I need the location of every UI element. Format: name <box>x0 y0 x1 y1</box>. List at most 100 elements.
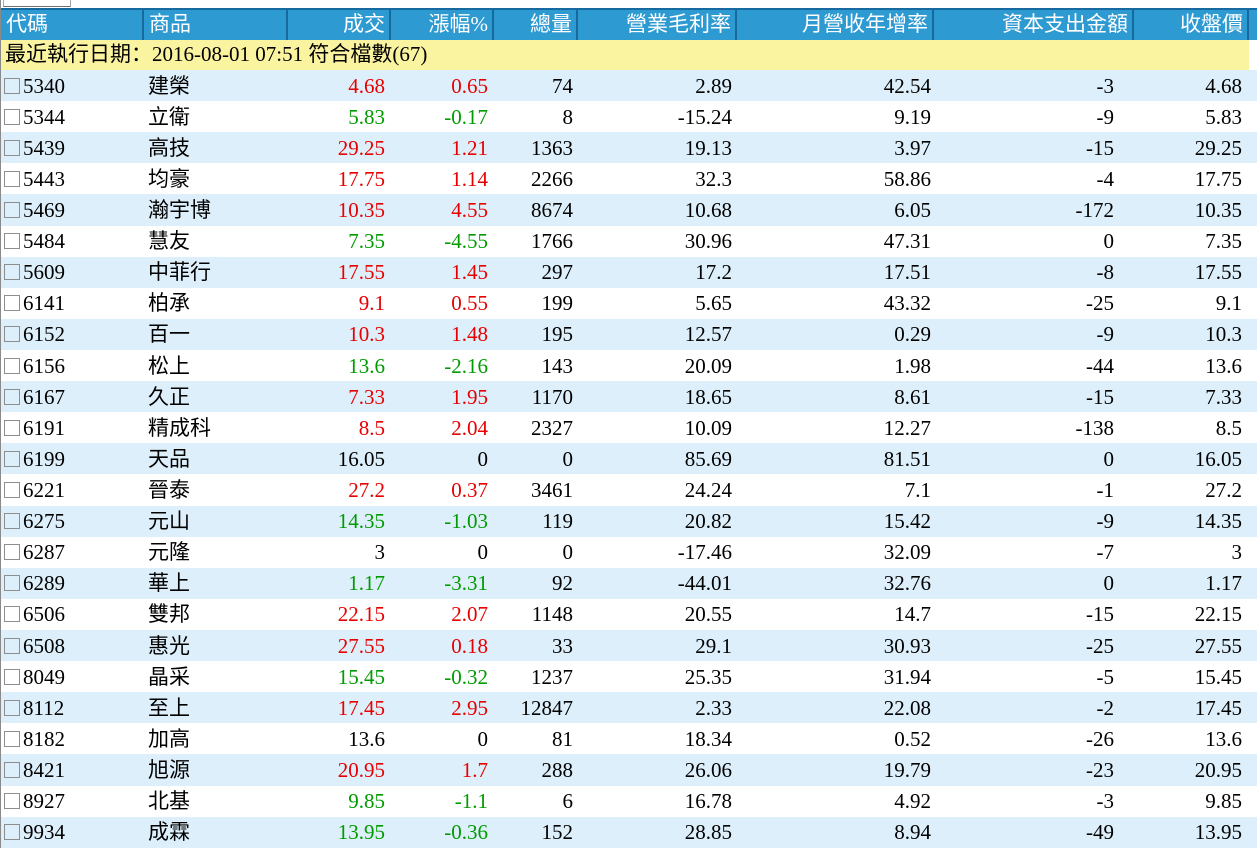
cell-close: 27.55 <box>1194 633 1242 658</box>
cell-revenue_yoy: 6.05 <box>894 197 931 222</box>
table-row[interactable]: 6199 天品 16.05 0 0 85.69 81.51 0 16.05 <box>1 443 1257 475</box>
table-row[interactable]: 6287 元隆 3 0 0 -17.46 32.09 -7 3 <box>1 536 1257 568</box>
table-row[interactable]: 6167 久正 7.33 1.95 1170 18.65 8.61 -15 7.33 <box>1 381 1257 413</box>
table-row[interactable]: 8421 旭源 20.95 1.7 288 26.06 19.79 -23 20.95 <box>1 754 1257 786</box>
cell-capex: -138 <box>1075 415 1115 440</box>
table-row[interactable]: 5443 均豪 17.75 1.14 2266 32.3 58.86 -4 17.75 <box>1 163 1257 195</box>
row-checkbox[interactable] <box>4 699 20 716</box>
cell-price: 8.5 <box>358 415 385 440</box>
cell-capex: -15 <box>1086 135 1114 160</box>
cell-name: 華上 <box>148 571 190 596</box>
cell-name: 慧友 <box>148 229 190 254</box>
table-row[interactable]: 6506 雙邦 22.15 2.07 1148 20.55 14.7 -15 22.15 <box>1 598 1257 630</box>
header-cell-name[interactable]: 商品 <box>144 10 288 40</box>
header-cell-volume[interactable]: 總量 <box>494 10 578 40</box>
row-checkbox[interactable] <box>4 481 20 498</box>
cell-name: 久正 <box>148 384 190 409</box>
row-checkbox[interactable] <box>4 388 20 405</box>
header-cell-capex[interactable]: 資本支出金額 <box>934 10 1134 40</box>
row-checkbox[interactable] <box>4 233 20 250</box>
header-cell-code[interactable]: 代碼 <box>1 10 144 40</box>
table-row[interactable]: 5344 立衛 5.83 -0.17 8 -15.24 9.19 -9 5.83 <box>1 101 1257 133</box>
cell-price: 29.25 <box>337 135 385 160</box>
row-checkbox[interactable] <box>4 170 20 187</box>
cell-price: 4.68 <box>348 73 385 98</box>
table-row[interactable]: 8049 晶采 15.45 -0.32 1237 25.35 31.94 -5 15.45 <box>1 661 1257 693</box>
cell-change: -3.31 <box>444 571 488 596</box>
execution-status-text: 最近執行日期：2016-08-01 07:51 符合檔數(67) <box>5 42 428 66</box>
table-row[interactable]: 6221 晉泰 27.2 0.37 3461 24.24 7.1 -1 27.2 <box>1 474 1257 506</box>
cell-name: 均豪 <box>148 166 190 191</box>
cell-price: 17.55 <box>337 260 385 285</box>
cell-code: 6199 <box>1 444 144 474</box>
header-cell-revenue_yoy[interactable]: 月營收年增率 <box>737 10 934 40</box>
stock-code: 8927 <box>23 789 65 814</box>
header-cell-price[interactable]: 成交 <box>288 10 391 40</box>
cell-price: 16.05 <box>337 446 385 471</box>
table-row[interactable]: 8927 北基 9.85 -1.1 6 16.78 4.92 -3 9.85 <box>1 785 1257 817</box>
cell-price: 27.2 <box>348 477 385 502</box>
table-row[interactable]: 6152 百一 10.3 1.48 195 12.57 0.29 -9 10.3 <box>1 318 1257 350</box>
row-checkbox[interactable] <box>4 108 20 125</box>
row-checkbox[interactable] <box>4 761 20 778</box>
cell-gross_margin: -44.01 <box>677 571 732 596</box>
cell-close: 4.68 <box>1205 73 1242 98</box>
cell-price: 9.1 <box>358 291 385 316</box>
cell-volume: 2266 <box>531 166 573 191</box>
cell-change: 4.55 <box>451 197 488 222</box>
table-row[interactable]: 6508 惠光 27.55 0.18 33 29.1 30.93 -25 27.55 <box>1 629 1257 662</box>
row-checkbox[interactable] <box>4 513 20 530</box>
row-checkbox[interactable] <box>4 357 20 374</box>
header-cell-change[interactable]: 漲幅% <box>391 10 494 40</box>
cell-revenue_yoy: 47.31 <box>883 229 931 254</box>
table-row[interactable]: 9934 成霖 13.95 -0.36 152 28.85 8.94 -49 13.95 <box>1 816 1257 848</box>
table-row[interactable]: 6289 華上 1.17 -3.31 92 -44.01 32.76 0 1.17 <box>1 567 1257 599</box>
row-checkbox[interactable] <box>4 606 20 623</box>
row-checkbox[interactable] <box>4 295 20 312</box>
row-checkbox[interactable] <box>4 450 20 467</box>
header-cell-close[interactable]: 收盤價 <box>1134 10 1249 40</box>
row-checkbox[interactable] <box>4 264 20 281</box>
table-row[interactable]: 8112 至上 17.45 2.95 12847 2.33 22.08 -2 17.45 <box>1 692 1257 724</box>
row-checkbox[interactable] <box>4 139 20 156</box>
cell-revenue_yoy: 9.19 <box>894 104 931 129</box>
row-checkbox[interactable] <box>4 201 20 218</box>
header-cell-gross_margin[interactable]: 營業毛利率 <box>578 10 737 40</box>
cell-close: 10.35 <box>1194 197 1242 222</box>
results-table: 5340 建榮 4.68 0.65 74 2.89 42.54 -3 4.68 5344 立衛 5.8… <box>1 70 1257 848</box>
cell-close: 13.6 <box>1205 353 1242 378</box>
cell-code: 8049 <box>1 662 144 692</box>
row-checkbox[interactable] <box>4 326 20 343</box>
row-checkbox[interactable] <box>4 544 20 561</box>
row-checkbox[interactable] <box>4 77 20 94</box>
table-row[interactable]: 5439 高技 29.25 1.21 1363 19.13 3.97 -15 29.25 <box>1 132 1257 164</box>
table-row[interactable]: 8182 加高 13.6 0 81 18.34 0.52 -26 13.6 <box>1 723 1257 755</box>
table-row[interactable]: 5340 建榮 4.68 0.65 74 2.89 42.54 -3 4.68 <box>1 70 1257 102</box>
row-checkbox[interactable] <box>4 637 20 654</box>
row-checkbox[interactable] <box>4 419 20 436</box>
table-row[interactable]: 6191 精成科 8.5 2.04 2327 10.09 12.27 -138 8.5 <box>1 412 1257 444</box>
cell-code: 6141 <box>1 288 144 318</box>
row-checkbox[interactable] <box>4 824 20 841</box>
table-row[interactable]: 5484 慧友 7.35 -4.55 1766 30.96 47.31 0 7.35 <box>1 225 1257 257</box>
cell-price: 27.55 <box>337 633 385 658</box>
table-row[interactable]: 6275 元山 14.35 -1.03 119 20.82 15.42 -9 14.35 <box>1 505 1257 537</box>
row-checkbox[interactable] <box>4 793 20 810</box>
cell-close: 17.75 <box>1194 166 1242 191</box>
table-row[interactable]: 5469 瀚宇博 10.35 4.55 8674 10.68 6.05 -172 10.35 <box>1 194 1257 226</box>
cell-volume: 92 <box>552 571 573 596</box>
row-checkbox[interactable] <box>4 668 20 685</box>
cell-name: 瀚宇博 <box>148 197 211 222</box>
cell-close: 13.6 <box>1205 726 1242 751</box>
row-checkbox[interactable] <box>4 730 20 747</box>
table-row[interactable]: 6156 松上 13.6 -2.16 143 20.09 1.98 -44 13.6 <box>1 349 1257 382</box>
cell-gross_margin: 24.24 <box>684 477 732 502</box>
cell-gross_margin: 10.09 <box>684 415 732 440</box>
cell-price: 10.3 <box>348 322 385 347</box>
cell-name: 立衛 <box>148 104 190 129</box>
table-row[interactable]: 6141 柏承 9.1 0.55 199 5.65 43.32 -25 9.1 <box>1 287 1257 319</box>
stock-code: 8049 <box>23 664 65 689</box>
table-row[interactable]: 5609 中菲行 17.55 1.45 297 17.2 17.51 -8 17.55 <box>1 256 1257 288</box>
row-checkbox[interactable] <box>4 575 20 592</box>
cell-close: 10.3 <box>1205 322 1242 347</box>
